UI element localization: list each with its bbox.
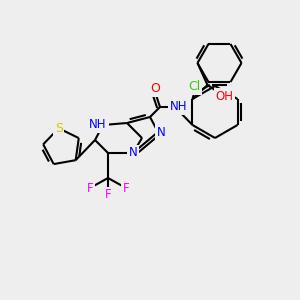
Text: OH: OH	[215, 89, 233, 103]
Text: Cl: Cl	[188, 80, 201, 94]
Text: S: S	[55, 122, 63, 135]
Text: N: N	[157, 125, 165, 139]
Text: O: O	[150, 82, 160, 95]
Text: F: F	[123, 182, 129, 194]
Text: NH: NH	[89, 118, 107, 131]
Text: F: F	[105, 188, 111, 202]
Text: NH: NH	[170, 100, 188, 113]
Text: N: N	[129, 146, 137, 160]
Text: F: F	[87, 182, 93, 194]
